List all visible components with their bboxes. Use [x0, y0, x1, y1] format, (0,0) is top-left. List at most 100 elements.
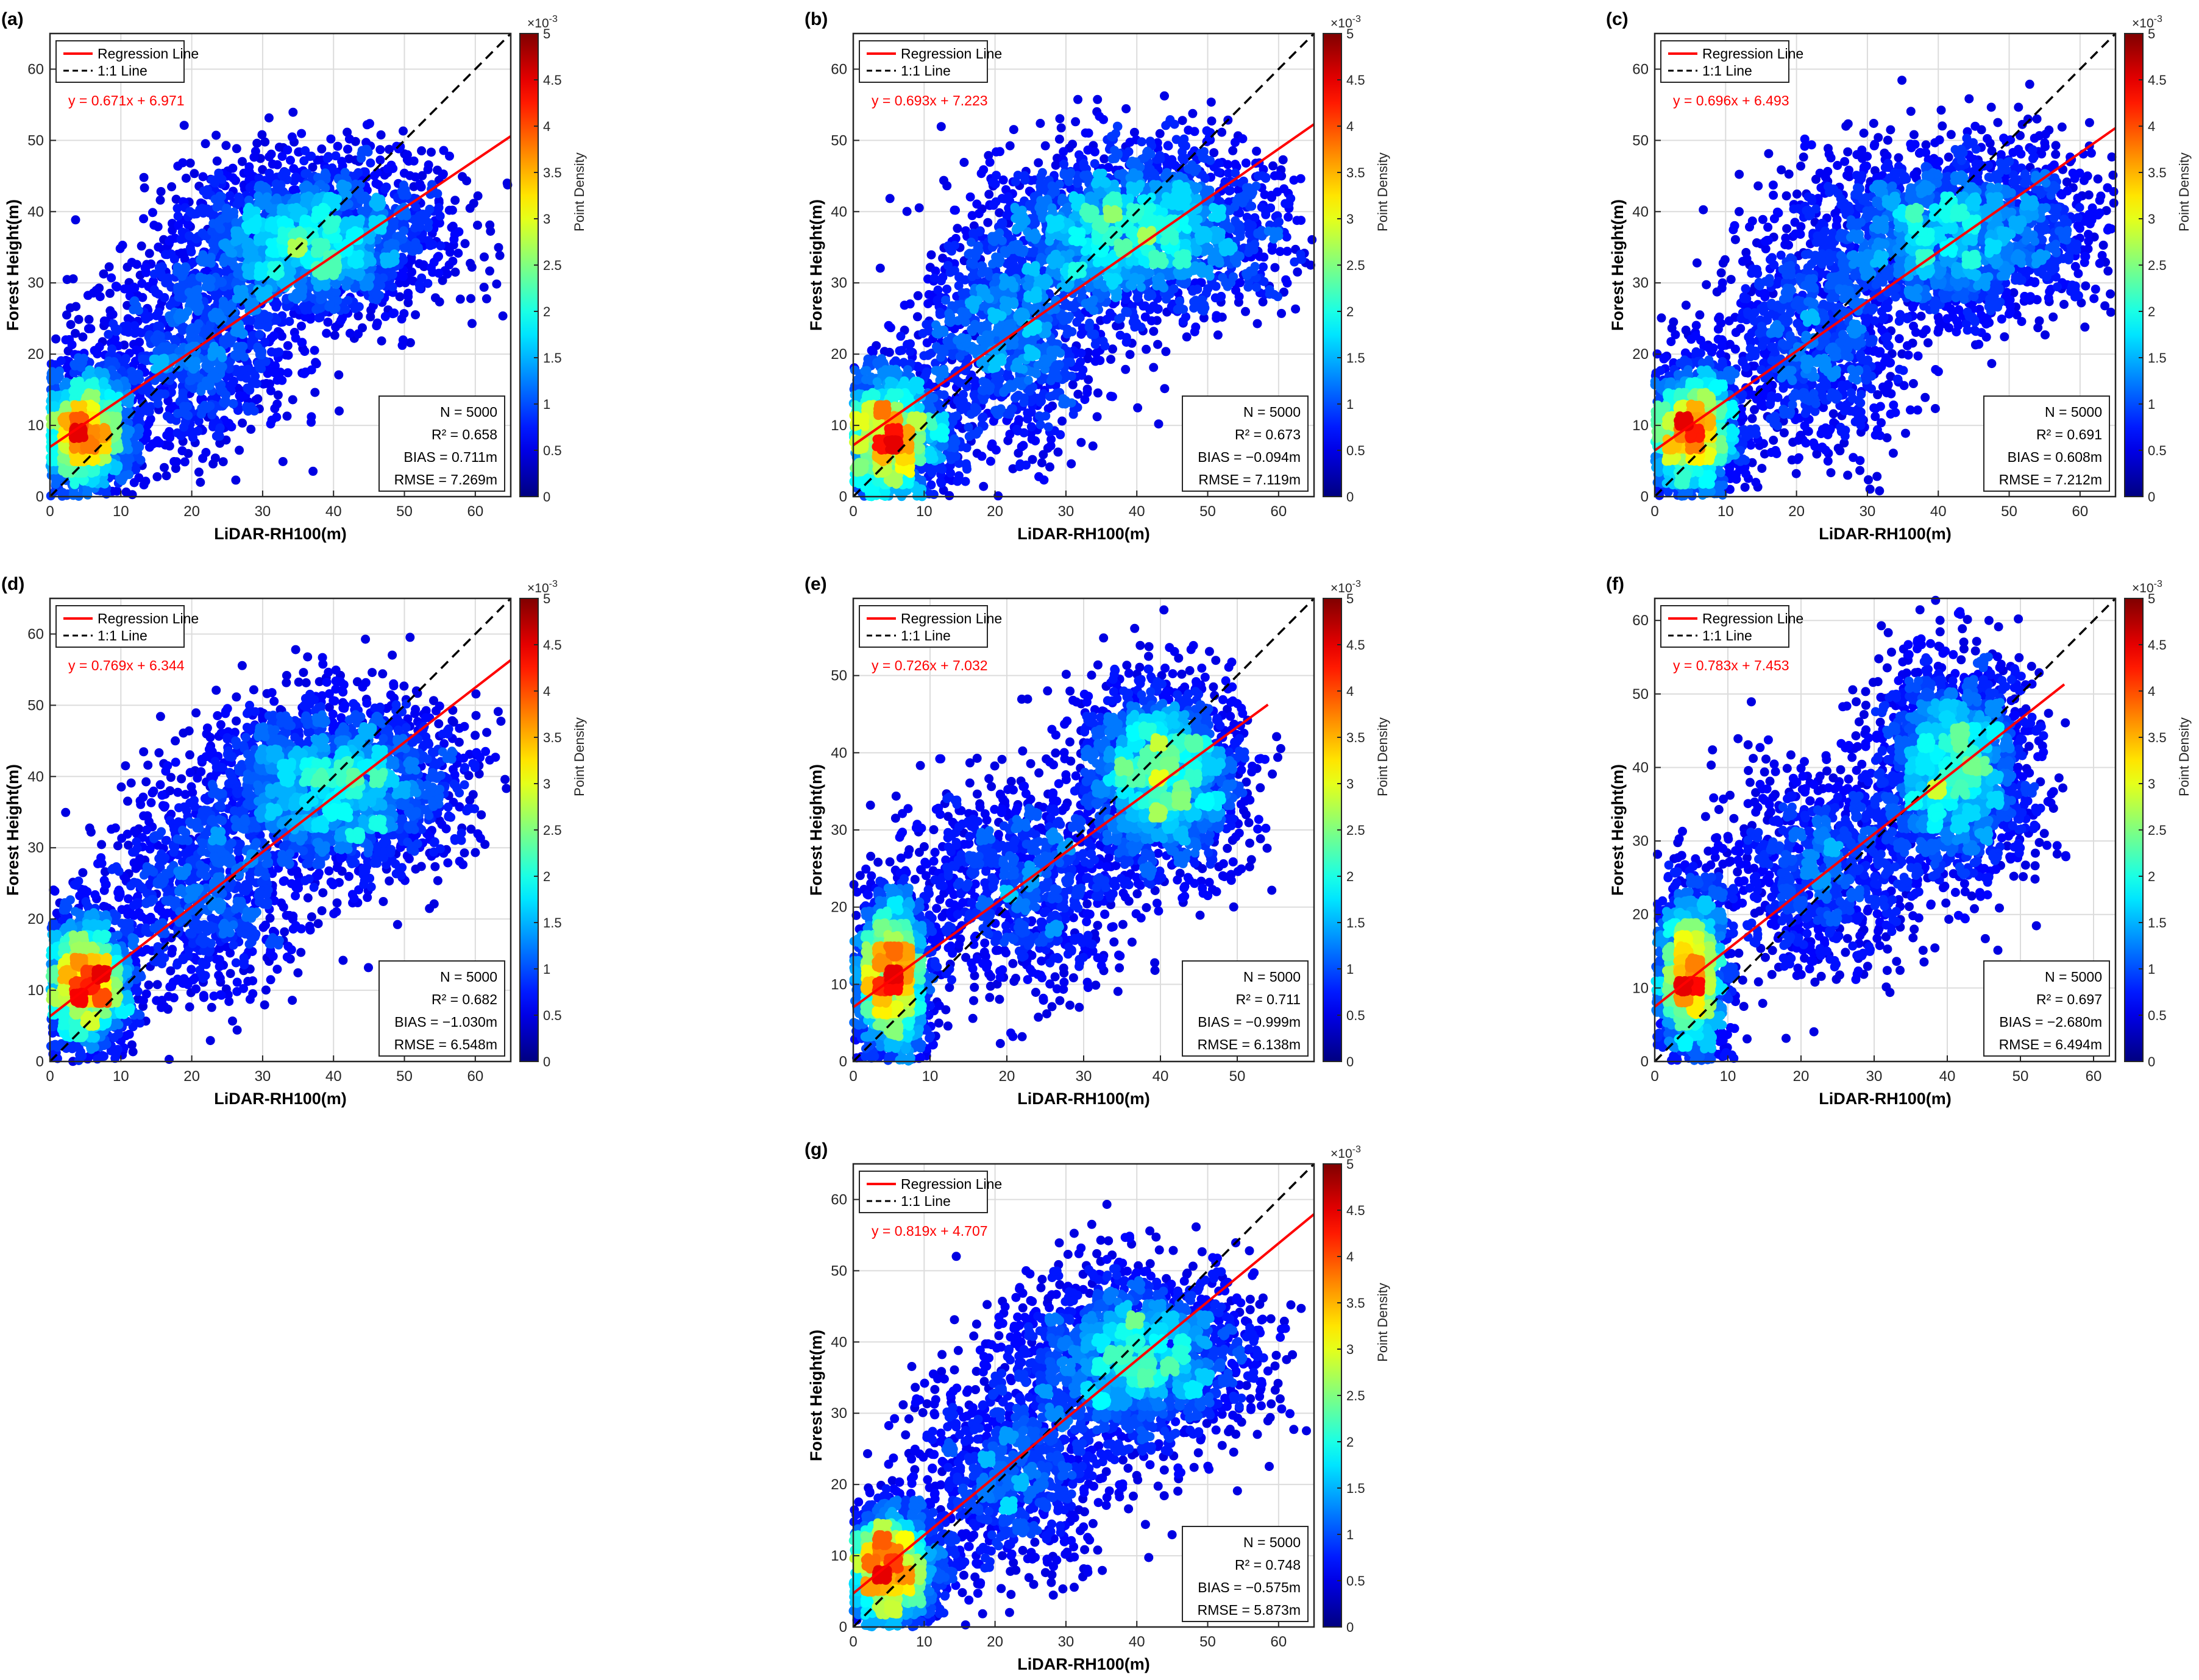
- data-point: [187, 324, 196, 333]
- data-point: [297, 322, 306, 331]
- data-point: [218, 362, 227, 371]
- data-point: [112, 282, 121, 291]
- data-point: [417, 274, 426, 283]
- data-point: [205, 380, 215, 389]
- data-point: [278, 171, 287, 180]
- data-point: [377, 336, 386, 346]
- data-point: [263, 286, 272, 295]
- data-point: [157, 187, 166, 196]
- data-point: [191, 303, 201, 313]
- data-point: [176, 269, 185, 278]
- data-point: [456, 294, 465, 303]
- data-point: [473, 221, 482, 230]
- data-point: [104, 330, 113, 339]
- data-point: [210, 179, 219, 188]
- data-point: [153, 322, 162, 331]
- data-point: [235, 391, 244, 400]
- data-point: [427, 147, 436, 157]
- data-point: [310, 346, 319, 355]
- data-point: [212, 431, 221, 441]
- data-point: [254, 183, 263, 193]
- data-point: [414, 259, 424, 268]
- data-point: [482, 294, 491, 303]
- data-point: [255, 314, 264, 324]
- data-point: [397, 314, 407, 324]
- data-point: [105, 262, 114, 271]
- data-point: [375, 145, 385, 154]
- data-point: [436, 241, 446, 250]
- data-point: [201, 139, 210, 148]
- data-point: [377, 130, 386, 140]
- data-point: [211, 131, 221, 140]
- data-point: [233, 294, 243, 303]
- data-point: [480, 283, 489, 292]
- data-point: [127, 258, 137, 267]
- data-point: [288, 395, 297, 405]
- data-point: [371, 290, 380, 299]
- data-point: [130, 296, 139, 305]
- data-point: [331, 151, 340, 160]
- data-point: [100, 480, 109, 489]
- data-point: [150, 335, 159, 344]
- data-point: [128, 490, 137, 499]
- data-point: [116, 244, 125, 253]
- data-point: [274, 347, 283, 356]
- data-point: [74, 315, 83, 324]
- data-point: [163, 278, 172, 287]
- data-point: [86, 324, 95, 333]
- data-point: [325, 300, 335, 309]
- data-point: [297, 129, 306, 138]
- data-point: [165, 236, 174, 246]
- data-point: [215, 311, 224, 320]
- data-point: [100, 368, 109, 377]
- data-point: [403, 289, 413, 298]
- data-point: [207, 275, 216, 285]
- data-point: [305, 152, 314, 161]
- data-point: [209, 347, 218, 356]
- data-point: [232, 144, 241, 153]
- data-point: [180, 457, 190, 466]
- data-point: [288, 132, 297, 141]
- data-point: [170, 335, 179, 344]
- data-point: [399, 180, 408, 190]
- data-point: [238, 419, 247, 428]
- data-point: [112, 466, 121, 475]
- data-point: [339, 180, 349, 190]
- data-point: [399, 335, 408, 344]
- data-point: [294, 205, 304, 214]
- data-point: [66, 320, 76, 329]
- data-point: [199, 186, 208, 196]
- data-point: [388, 257, 397, 266]
- data-point: [130, 478, 139, 487]
- data-point: [449, 235, 458, 244]
- data-point: [154, 308, 163, 317]
- data-point: [405, 171, 414, 180]
- data-point: [140, 173, 149, 182]
- data-point: [415, 283, 424, 292]
- data-point: [238, 342, 247, 351]
- data-point: [469, 199, 478, 208]
- data-point: [260, 138, 269, 147]
- data-point: [450, 196, 460, 205]
- data-point: [254, 268, 263, 277]
- data-point: [499, 311, 508, 321]
- data-point: [252, 139, 261, 148]
- data-point: [203, 360, 212, 369]
- data-point: [278, 152, 287, 161]
- data-point: [66, 303, 75, 313]
- data-point: [99, 269, 108, 278]
- data-point: [250, 372, 260, 381]
- data-point: [288, 108, 297, 117]
- data-point: [411, 310, 420, 319]
- data-point: [274, 180, 283, 190]
- data-point: [156, 196, 165, 205]
- data-point: [162, 471, 171, 480]
- data-point: [221, 396, 230, 405]
- data-point: [85, 315, 94, 324]
- data-point: [167, 182, 176, 191]
- data-point: [345, 135, 354, 144]
- data-point: [215, 218, 224, 227]
- data-point: [173, 161, 182, 171]
- data-point: [435, 269, 444, 278]
- data-point: [193, 292, 202, 302]
